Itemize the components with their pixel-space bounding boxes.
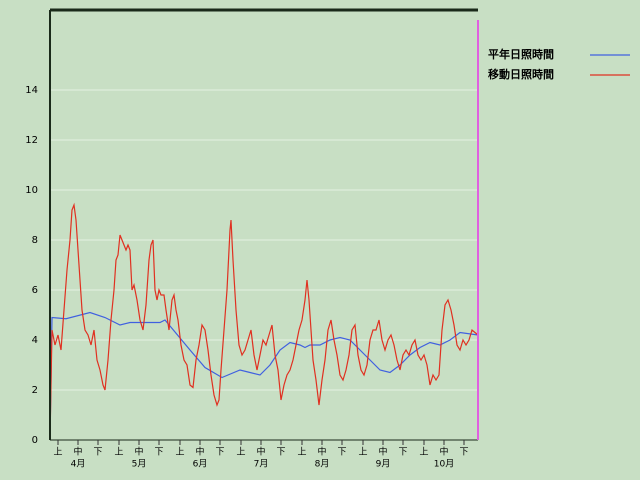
y-tick-label: 8	[32, 235, 38, 246]
series-line	[49, 311, 479, 441]
y-tick-label: 12	[25, 135, 38, 146]
plot	[49, 202, 479, 441]
month-label: 7月	[254, 459, 269, 470]
x-tick-label: 下	[337, 448, 346, 458]
x-tick-label: 上	[236, 447, 245, 458]
month-label: 9月	[376, 459, 391, 470]
x-tick-label: 下	[215, 448, 224, 458]
x-tick-label: 下	[459, 448, 468, 458]
x-tick-label: 下	[398, 448, 407, 458]
y-tick-label: 0	[32, 435, 38, 446]
month-label: 10月	[434, 459, 454, 470]
x-tick-label: 上	[419, 447, 428, 458]
x-tick-label: 中	[317, 446, 326, 458]
x-tick-label: 上	[297, 447, 306, 458]
y-tick-label: 4	[32, 335, 38, 346]
x-tick-label: 上	[175, 447, 184, 458]
series-line	[49, 202, 479, 441]
month-label: 6月	[193, 459, 208, 470]
x-tick-label: 上	[358, 447, 367, 458]
x-tick-label: 中	[195, 446, 204, 458]
y-tick-label: 14	[25, 85, 38, 96]
x-tick-label: 中	[134, 446, 143, 458]
month-label: 4月	[71, 459, 86, 470]
month-label: 5月	[132, 459, 147, 470]
y-tick-label: 10	[25, 185, 38, 196]
x-tick-label: 下	[93, 448, 102, 458]
x-tick-label: 中	[439, 446, 448, 458]
x-tick-label: 中	[73, 446, 82, 458]
x-tick-label: 中	[378, 446, 387, 458]
y-tick-label: 6	[32, 285, 38, 296]
month-label: 8月	[315, 459, 330, 470]
legend-label: 移動日照時間	[488, 67, 554, 81]
legend-label: 平年日照時間	[488, 47, 554, 61]
x-tick-label: 中	[256, 446, 265, 458]
x-tick-label: 下	[154, 448, 163, 458]
x-tick-label: 下	[276, 448, 285, 458]
x-tick-label: 上	[114, 447, 123, 458]
x-tick-label: 上	[53, 447, 62, 458]
y-tick-label: 2	[32, 385, 38, 396]
